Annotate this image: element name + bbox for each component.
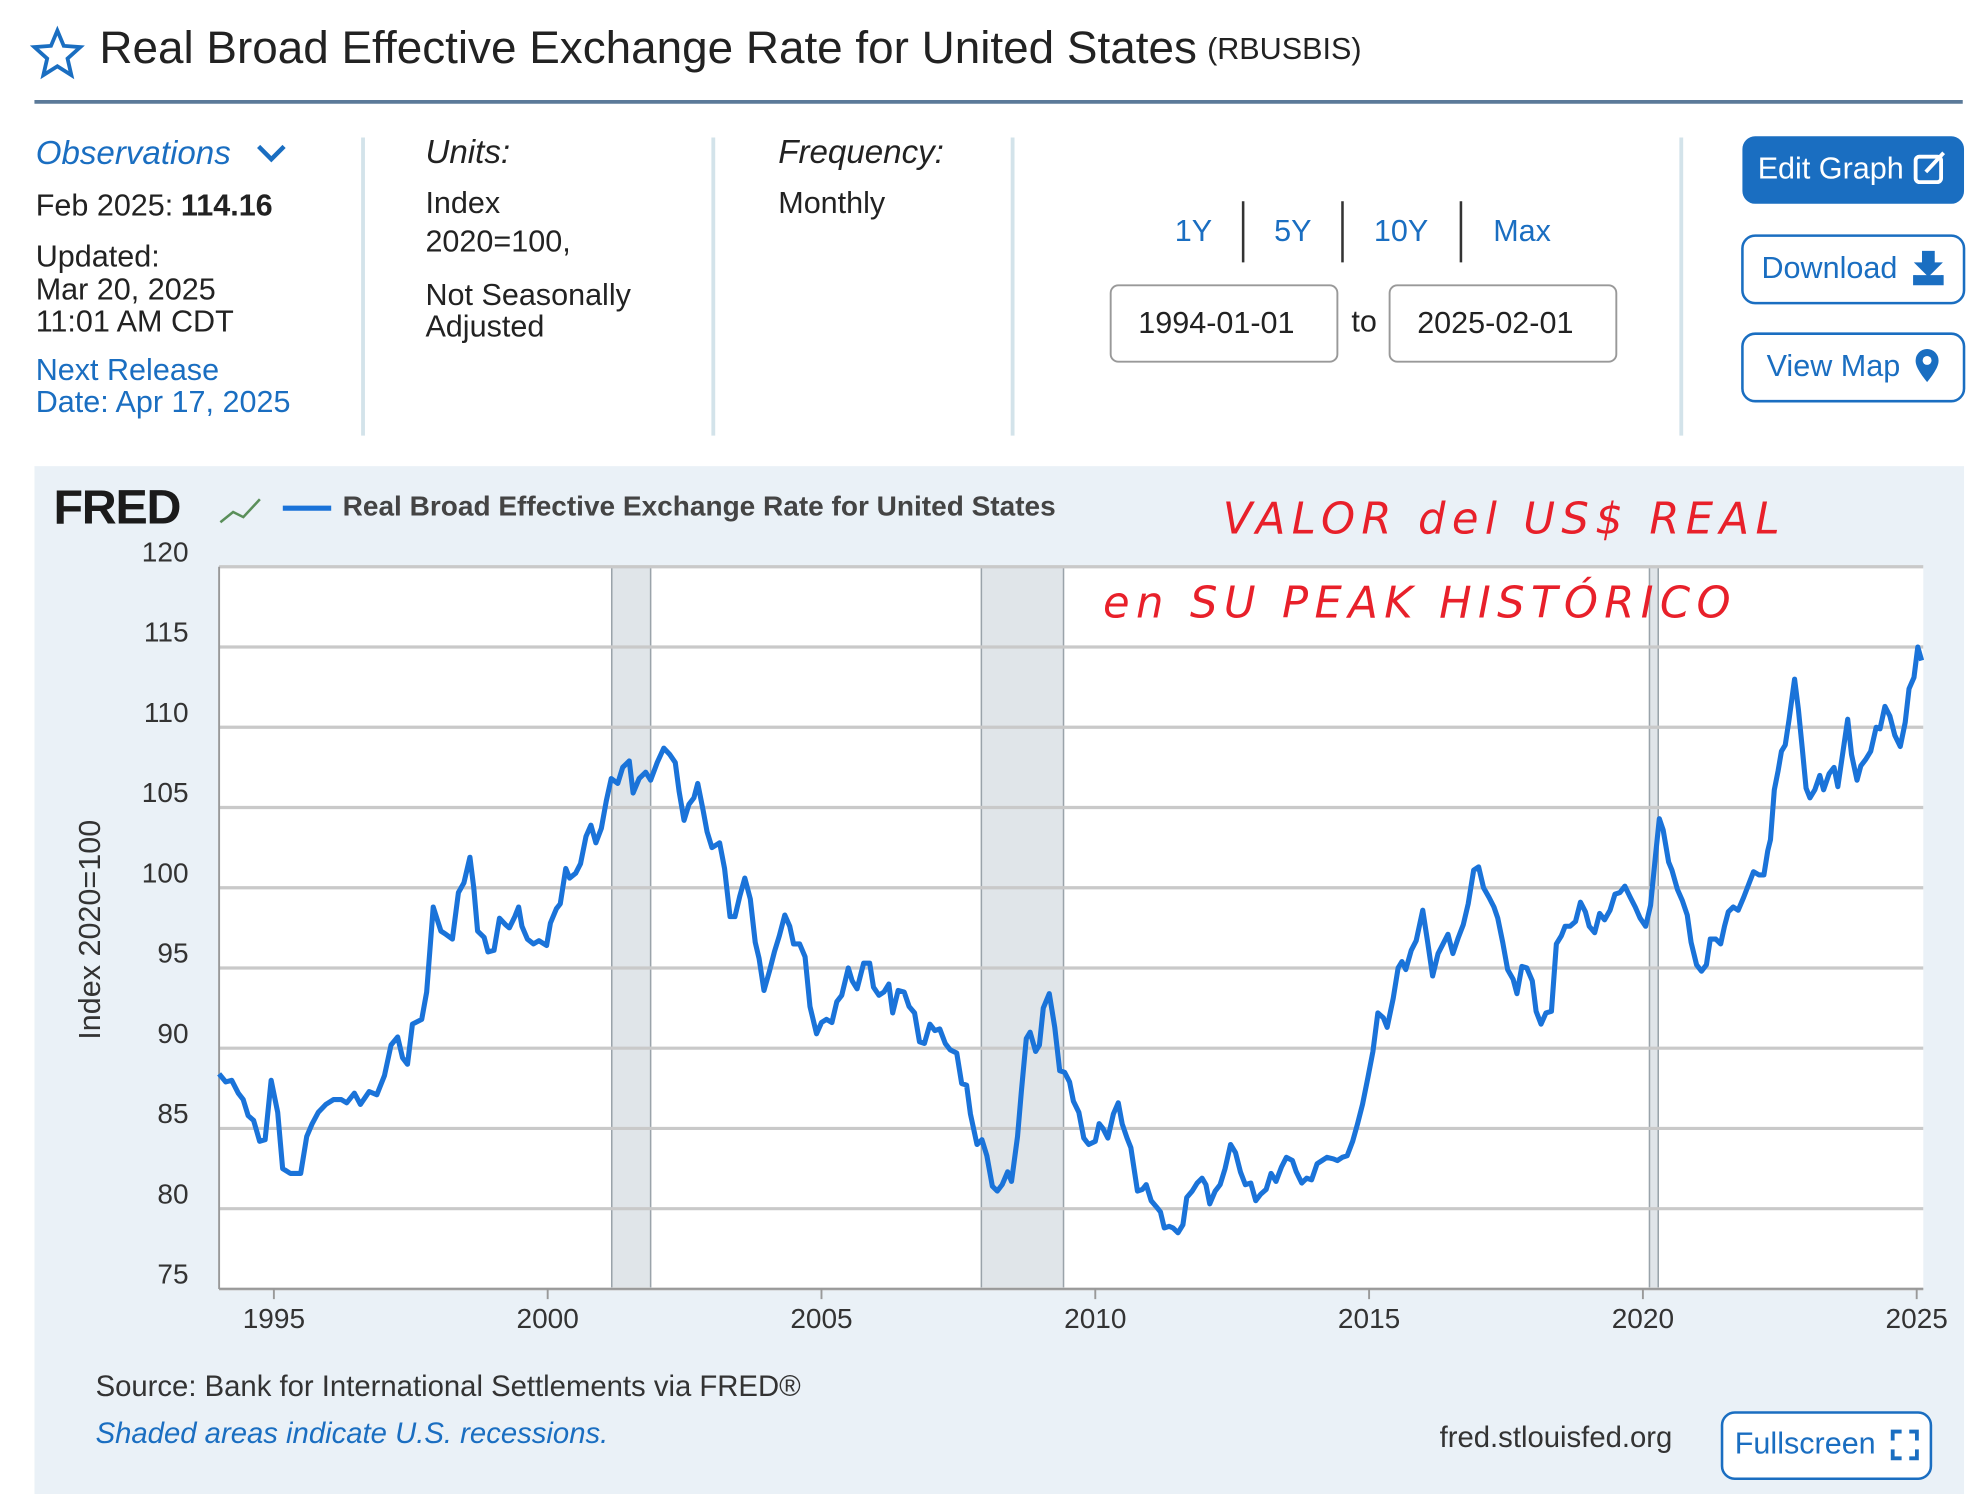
- latest-observation: Feb 2025: 114.16: [36, 189, 273, 223]
- fullscreen-label: Fullscreen: [1735, 1427, 1876, 1461]
- range-link[interactable]: 5Y: [1274, 214, 1311, 248]
- range-link[interactable]: 10Y: [1374, 214, 1428, 248]
- y-tick-label: 105: [142, 777, 189, 808]
- page-title: Real Broad Effective Exchange Rate for U…: [99, 21, 1361, 73]
- updated-time: 11:01 AM CDT: [36, 305, 234, 339]
- x-tick-label: 2010: [1064, 1303, 1126, 1334]
- latest-date: Feb 2025:: [36, 189, 174, 223]
- legend-label: Real Broad Effective Exchange Rate for U…: [343, 491, 1056, 522]
- download-icon: [1913, 250, 1944, 286]
- fred-logo: FRED: [54, 481, 181, 535]
- series-id: (RBUSBIS): [1207, 32, 1361, 66]
- units-line: Adjusted: [425, 310, 544, 344]
- handwritten-annotation: en SU PEAK HISTÓRICO: [1103, 578, 1737, 629]
- to-label: to: [1351, 305, 1376, 339]
- frequency: Monthly: [778, 186, 886, 220]
- source: Source: Bank for International Settlemen…: [96, 1370, 802, 1403]
- edit-icon: [1913, 151, 1946, 185]
- units-line: Index: [425, 186, 500, 220]
- view-map-label: View Map: [1767, 349, 1901, 383]
- y-tick-label: 85: [157, 1098, 188, 1129]
- y-tick-label: 115: [144, 617, 189, 648]
- range-link[interactable]: Max: [1493, 214, 1551, 248]
- units-line: 2020=100,: [425, 224, 570, 258]
- frequency-label: Frequency:: [778, 134, 944, 171]
- plot-area: [219, 566, 1924, 1289]
- map-icon: [1915, 348, 1939, 383]
- next-release-date[interactable]: Date: Apr 17, 2025: [36, 385, 291, 419]
- updated-label: Updated:: [36, 240, 160, 274]
- end-date-input[interactable]: [1388, 284, 1618, 363]
- start-date: 1994-01-01: [1138, 306, 1294, 340]
- x-tick-label: 2025: [1886, 1303, 1948, 1334]
- y-tick-label: 100: [142, 857, 189, 888]
- y-tick-label: 75: [157, 1259, 188, 1290]
- edit-graph-button[interactable]: [1742, 136, 1965, 204]
- start-date-input[interactable]: [1109, 284, 1339, 363]
- logo-icon: [219, 498, 261, 524]
- fullscreen-button[interactable]: [1720, 1411, 1933, 1480]
- recession-note[interactable]: Shaded areas indicate U.S. recessions.: [96, 1417, 609, 1450]
- units-line: Not Seasonally: [425, 278, 631, 312]
- y-tick-label: 120: [142, 536, 189, 567]
- fullscreen-icon: [1890, 1429, 1919, 1461]
- latest-value: 114.16: [181, 189, 273, 223]
- x-tick-label: 2020: [1612, 1303, 1674, 1334]
- range-link[interactable]: 1Y: [1175, 214, 1212, 248]
- recession-band: [610, 566, 652, 1290]
- next-release[interactable]: Next Release: [36, 353, 219, 387]
- y-axis-label: Index 2020=100: [73, 820, 107, 1040]
- x-tick-label: 2015: [1338, 1303, 1400, 1334]
- edit-graph-label: Edit Graph: [1758, 152, 1904, 186]
- site-url: fred.stlouisfed.org: [1440, 1421, 1673, 1454]
- x-tick-label: 2005: [790, 1303, 852, 1334]
- units-label: Units:: [425, 134, 510, 171]
- chart: 75 80 85 90 95 100 105 110 115 120 1995 2000 2005 201…: [73, 491, 1948, 1335]
- data-line: [217, 644, 1925, 1236]
- y-tick-label: 95: [157, 938, 188, 969]
- x-tick-label: 2000: [517, 1303, 579, 1334]
- view-map-button[interactable]: [1741, 332, 1966, 403]
- y-tick-label: 110: [144, 697, 189, 728]
- range-dividers: [1241, 201, 1463, 263]
- recession-band: [1648, 566, 1659, 1290]
- y-tick-label: 90: [157, 1018, 188, 1049]
- map-icon-dot: [1922, 355, 1932, 365]
- y-tick-label: 80: [157, 1178, 188, 1209]
- observations-toggle[interactable]: Observations: [36, 135, 231, 172]
- end-date: 2025-02-01: [1417, 306, 1573, 340]
- chevron[interactable]: [257, 144, 286, 163]
- download-label: Download: [1762, 251, 1898, 285]
- download-button[interactable]: [1741, 234, 1966, 305]
- separators: [361, 137, 1684, 436]
- updated-date: Mar 20, 2025: [36, 273, 216, 307]
- x-tick-label: 1995: [243, 1303, 305, 1334]
- handwritten-annotation: VALOR del US$ REAL: [1223, 495, 1786, 545]
- favorite-star[interactable]: [29, 25, 85, 80]
- title: Real Broad Effective Exchange Rate for U…: [99, 21, 1196, 73]
